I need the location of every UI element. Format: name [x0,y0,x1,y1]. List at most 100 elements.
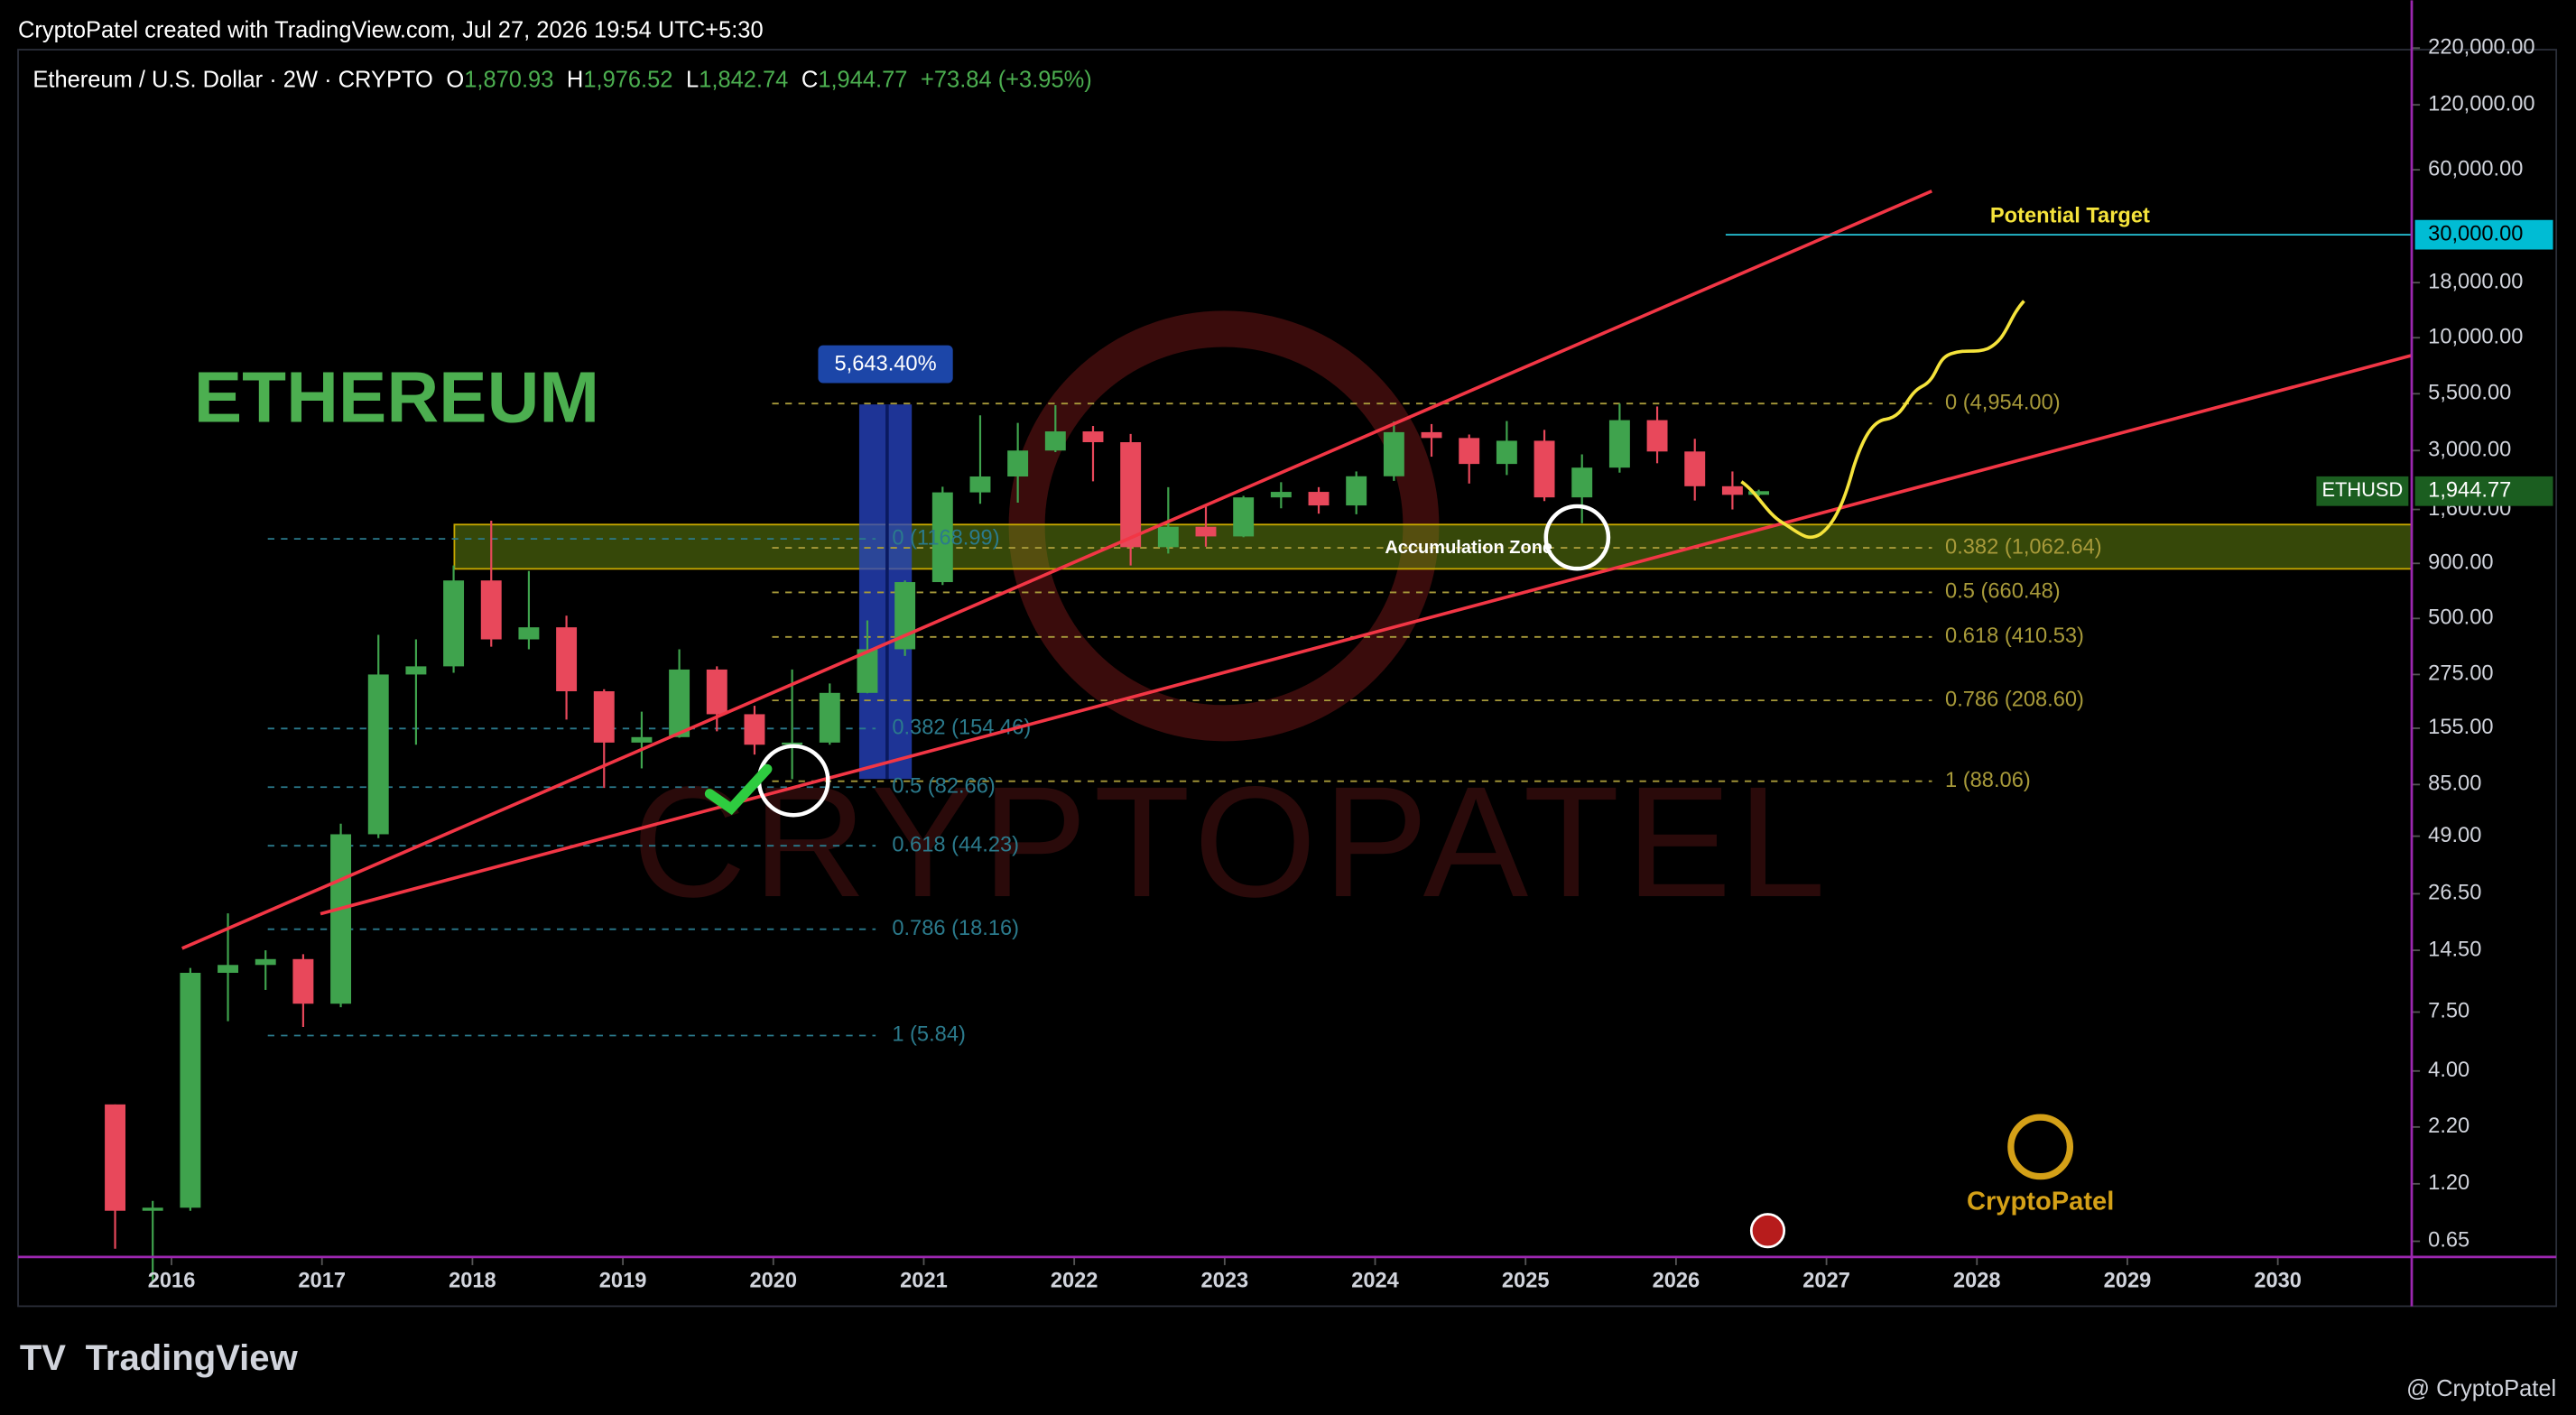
ohlc-value: 1,870.93 [464,67,553,92]
candle-body [180,973,201,1208]
projection-path [1740,300,2025,540]
footer-logo: TradingView [86,1338,299,1378]
chart-title: ETHEREUM [194,357,599,438]
fib-label: 0.5 (82.66) [892,775,995,799]
tradingview-icon: TV [20,1338,66,1378]
ohlc-key: L [686,67,699,92]
candle-body [218,965,239,974]
candle-body [669,669,690,737]
y-tick-label: 275.00 [2428,662,2493,686]
last-price-label: 1,944.77 [2428,479,2511,503]
candle-body [1459,438,1480,465]
candle-body [518,627,540,640]
fib-label: 0.5 (660.48) [1945,580,2061,604]
y-tick-label: 85.00 [2428,772,2481,796]
brand-logo [2007,1114,2074,1180]
zone-label: Accumulation Zone [1385,538,1552,558]
candle-body [405,666,427,675]
change: +73.84 (+3.95%) [921,67,1092,92]
candle-body [1496,440,1517,465]
x-tick-label: 2018 [449,1269,496,1292]
ohlc-value: 1,842.74 [699,67,788,92]
ohlc-value: 1,976.52 [583,67,672,92]
x-tick-label: 2023 [1201,1269,1249,1292]
channel-line [181,190,1932,950]
candle-body [1233,497,1255,537]
highlight-circle [1543,504,1611,571]
candle-body [593,690,615,743]
fib-label: 0.382 (1,062.64) [1945,535,2102,559]
accumulation-zone [453,523,2413,570]
y-tick-label: 900.00 [2428,551,2493,575]
ohlc-key: H [567,67,583,92]
target-label: Potential Target [1990,204,2150,227]
x-tick-label: 2021 [900,1269,948,1292]
symbol-label: ETHUSD [2322,478,2404,501]
channel-line [320,354,2413,916]
x-tick-label: 2022 [1051,1269,1098,1292]
x-tick-label: 2020 [749,1269,797,1292]
candle-body [1421,431,1442,439]
target-price-box [2414,219,2553,250]
fib-label: 0.618 (44.23) [892,833,1019,856]
candle-body [105,1104,125,1211]
candle-body [330,834,352,1004]
y-tick-label: 155.00 [2428,716,2493,739]
fib-label: 0.382 (154.46) [892,717,1031,740]
symbol: Ethereum / U.S. Dollar · 2W · CRYPTO [32,67,432,92]
candle-body [1346,476,1367,506]
x-tick-label: 2029 [2104,1269,2152,1292]
fib-label: 1 (88.06) [1945,769,2031,792]
candle-body [1120,441,1142,548]
fib-label: 1 (5.84) [892,1023,966,1047]
candle-body [1571,467,1593,498]
candle-body [1684,451,1706,486]
candle-body [1534,440,1555,498]
y-tick-label: 14.50 [2428,938,2481,961]
candle-body [857,649,878,693]
candle-body [1044,431,1066,451]
y-tick-label: 1.20 [2428,1171,2469,1195]
x-tick-label: 2030 [2254,1269,2302,1292]
y-tick-label: 120,000.00 [2428,92,2534,116]
candle-body [255,958,276,966]
brand: CryptoPatel [1967,1187,2114,1216]
chart-panel [17,49,2558,1308]
x-tick-label: 2026 [1653,1269,1700,1292]
x-tick-label: 2019 [599,1269,647,1292]
y-tick-label: 5,500.00 [2428,382,2511,405]
fib-label: 0 (1168.99) [892,526,999,550]
symbol-line: Ethereum / U.S. Dollar · 2W · CRYPTO O1,8… [32,67,1091,92]
candle-body [1270,492,1292,498]
y-tick-label: 2.20 [2428,1114,2469,1138]
fib-label: 0.618 (410.53) [1945,624,2084,648]
ohlc-key: C [802,67,818,92]
footer-handle: @ CryptoPatel [2406,1376,2556,1401]
measure-badge [818,345,953,384]
measure-label: 5,643.40% [834,353,936,376]
candle-body [1157,526,1179,548]
x-tick-label: 2028 [1953,1269,2001,1292]
candle-body [367,674,389,835]
x-tick-label: 2027 [1802,1269,1850,1292]
candle-body [1195,526,1217,537]
watermark-ring [1008,310,1440,742]
fib-label: 0.786 (18.16) [892,917,1019,940]
candle-body [931,492,953,583]
fib-label: 0.786 (208.60) [1945,688,2084,711]
x-tick-label: 2025 [1502,1269,1550,1292]
check-mark [704,763,773,816]
candle-body [556,627,578,691]
candle-body [443,580,465,667]
candle-body [1007,450,1029,476]
y-tick-label: 18,000.00 [2428,270,2523,293]
candle-body [142,1207,163,1211]
candle-body [819,692,840,743]
candle-body [1721,486,1743,495]
candle-body [969,476,991,493]
credit: CryptoPatel created with TradingView.com… [18,18,764,43]
candle-body [1082,431,1104,442]
candle-body [706,669,727,715]
y-tick-label: 26.50 [2428,882,2481,905]
